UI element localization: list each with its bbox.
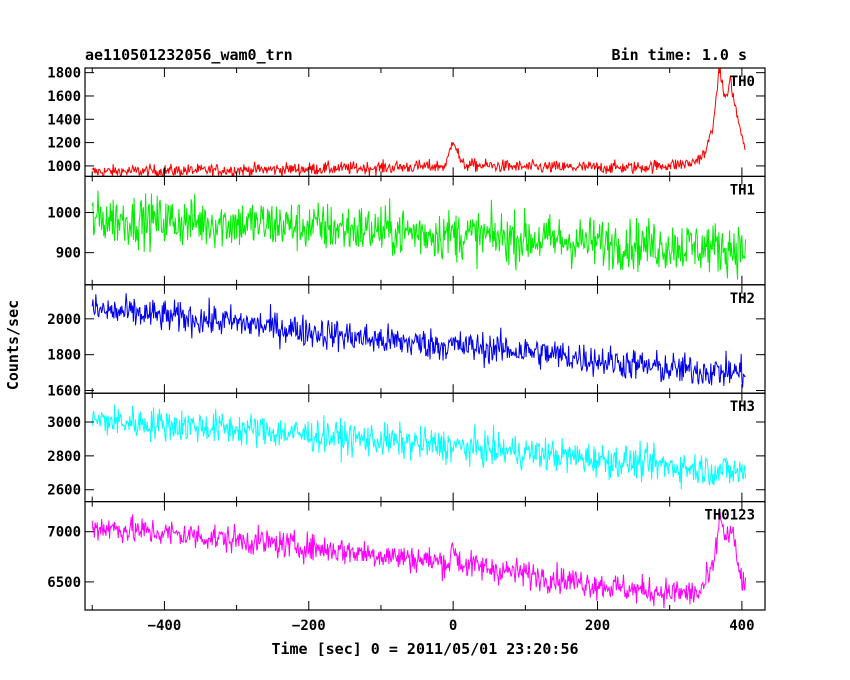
- x-tick-label: −200: [292, 618, 326, 634]
- panel-th2: 1600 1800 2000 TH2: [47, 284, 766, 400]
- y-tick-label: 2600: [47, 483, 81, 499]
- series-line-th3: [91, 404, 747, 490]
- x-tick-label: −400: [148, 618, 182, 634]
- y-tick-label: 2800: [47, 449, 81, 465]
- panel-th0123: 6500 7000 TH0123: [47, 501, 766, 611]
- y-tick-label: 1800: [47, 348, 81, 364]
- y-tick-label: 1000: [47, 206, 81, 222]
- y-tick-label: 1200: [47, 136, 81, 152]
- y-tick-label: 900: [56, 246, 81, 262]
- series-line-th0123: [91, 507, 747, 609]
- panel-th0: 1000 1200 1400 1600 1800 TH0: [47, 66, 766, 178]
- panel-label-th2: TH2: [730, 291, 755, 307]
- panel-frame: [84, 67, 766, 178]
- series-line-th1: [91, 190, 747, 280]
- x-tick-label: 200: [585, 618, 610, 634]
- series-line-th2: [91, 293, 746, 388]
- y-tick-label: 1800: [47, 66, 81, 82]
- panel-label-th3: TH3: [730, 399, 755, 415]
- y-tick-label: 7000: [47, 525, 81, 541]
- panel-th3: 2600 2800 3000 TH3: [47, 392, 766, 503]
- series-line-th0: [91, 68, 746, 177]
- panel-label-th1: TH1: [730, 182, 755, 198]
- bin-time-label: Bin time: 1.0 s: [612, 46, 747, 64]
- panel-label-th0: TH0: [730, 74, 755, 90]
- panel-frame: [84, 392, 766, 503]
- y-tick-label: 1600: [47, 384, 81, 400]
- panel-label-th0123: TH0123: [704, 508, 755, 524]
- y-tick-label: 6500: [47, 575, 81, 591]
- y-tick-label: 1600: [47, 89, 81, 105]
- y-tick-label: 1000: [47, 159, 81, 175]
- y-axis-label: Counts/sec: [4, 300, 22, 390]
- panel-th1: 900 1000 TH1: [47, 175, 766, 286]
- y-tick-label: 3000: [47, 415, 81, 431]
- panels-group: 1000 1200 1400 1600 1800 TH0 900 1000 TH1 1600 180…: [47, 66, 766, 634]
- chart-title: ae110501232056_wam0_trn: [85, 46, 293, 64]
- x-tick-label: 0: [449, 618, 457, 634]
- panel-frame: [84, 501, 766, 611]
- x-tick-label: 400: [729, 618, 754, 634]
- y-tick-label: 2000: [47, 312, 81, 328]
- x-axis-label: Time [sec] 0 = 2011/05/01 23:20:56: [271, 640, 578, 658]
- y-tick-label: 1400: [47, 112, 81, 128]
